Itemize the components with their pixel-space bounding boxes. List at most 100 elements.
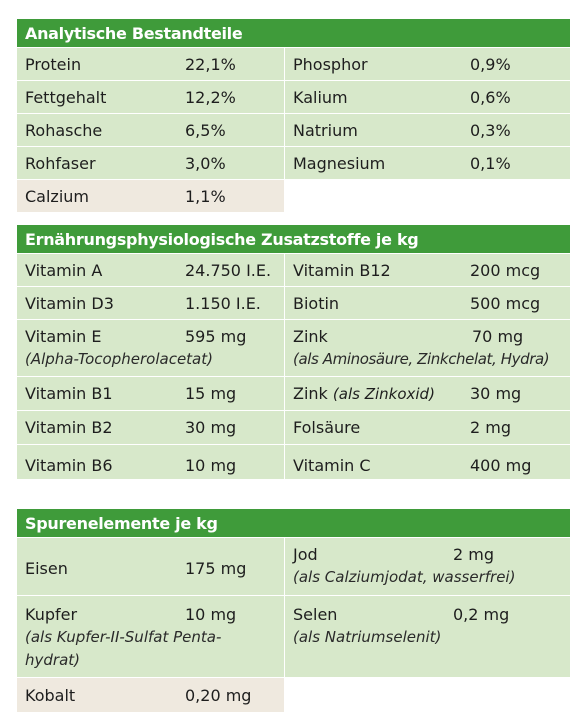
nutrient-name: Protein bbox=[25, 55, 82, 74]
nutrient-name: Phosphor bbox=[293, 55, 368, 74]
nutrient-name: Fettgehalt bbox=[25, 88, 107, 107]
nutrient-note: (Alpha-Tocopherolacetat) bbox=[25, 350, 213, 368]
table-row: Eisen 175 mg Jod 2 mg (als Calziumjodat,… bbox=[17, 537, 570, 595]
table-row: Vitamin B2 30 mg Folsäure 2 mg bbox=[17, 410, 570, 444]
section-header: Analytische Bestandteile bbox=[17, 19, 570, 47]
nutrient-name: Selen bbox=[293, 605, 338, 624]
nutrient-name: Magnesium bbox=[293, 154, 386, 173]
cell: Vitamin B1 15 mg bbox=[17, 377, 284, 410]
empty-cell bbox=[284, 678, 570, 712]
nutrient-value: 30 mg bbox=[470, 384, 522, 403]
table-row: Fettgehalt 12,2% Kalium 0,6% bbox=[17, 80, 570, 113]
nutrient-name: Vitamin B12 bbox=[293, 261, 391, 280]
cell: Biotin 500 mcg bbox=[284, 287, 570, 319]
nutrient-name: Zink (als Zinkoxid) bbox=[293, 384, 435, 403]
cell: Kalium 0,6% bbox=[284, 81, 570, 113]
nutrient-name: Rohfaser bbox=[25, 154, 96, 173]
nutrient-name: Kalium bbox=[293, 88, 348, 107]
nutrient-value: 70 mg bbox=[472, 327, 524, 346]
cell: Calzium 1,1% bbox=[17, 180, 284, 212]
nutrient-value: 2 mg bbox=[453, 545, 495, 564]
table-row: Rohasche 6,5% Natrium 0,3% bbox=[17, 113, 570, 146]
cell: Rohasche 6,5% bbox=[17, 114, 284, 146]
nutrient-value: 6,5% bbox=[185, 121, 226, 140]
table-row: Vitamin E 595 mg (Alpha-Tocopherolacetat… bbox=[17, 319, 570, 376]
nutrient-value: 30 mg bbox=[185, 418, 237, 437]
cell: Natrium 0,3% bbox=[284, 114, 570, 146]
table-row: Kobalt 0,20 mg bbox=[17, 677, 570, 712]
cell: Eisen 175 mg bbox=[17, 538, 284, 595]
nutrient-value: 0,3% bbox=[470, 121, 511, 140]
nutrient-name: Vitamin B2 bbox=[25, 418, 113, 437]
cell: Vitamin B6 10 mg bbox=[17, 445, 284, 479]
empty-cell bbox=[284, 180, 570, 212]
cell: Vitamin B2 30 mg bbox=[17, 411, 284, 444]
table-row: Vitamin B1 15 mg Zink (als Zinkoxid) 30 … bbox=[17, 376, 570, 410]
nutrient-name: Vitamin A bbox=[25, 261, 103, 280]
table-row: Kupfer 10 mg (als Kupfer-II-Sulfat Penta… bbox=[17, 595, 570, 677]
nutrient-name-text: Zink bbox=[293, 384, 328, 403]
nutrient-value: 0,1% bbox=[470, 154, 511, 173]
nutrient-name: Vitamin B1 bbox=[25, 384, 113, 403]
nutrient-value: 22,1% bbox=[185, 55, 236, 74]
nutrient-note: (als Zinkoxid) bbox=[332, 385, 435, 403]
cell: Zink 70 mg (als Aminosäure, Zinkchelat, … bbox=[284, 320, 570, 376]
nutrient-note: (als Natriumselenit) bbox=[293, 628, 442, 646]
analytische-bestandteile-table: Analytische Bestandteile Protein 22,1% P… bbox=[17, 19, 570, 212]
nutrient-name: Rohasche bbox=[25, 121, 103, 140]
section-header: Spurenelemente je kg bbox=[17, 509, 570, 537]
nutrient-value: 1.150 I.E. bbox=[185, 294, 261, 313]
nutrient-value: 1,1% bbox=[185, 187, 226, 206]
table-row: Protein 22,1% Phosphor 0,9% bbox=[17, 47, 570, 80]
table-row: Vitamin D3 1.150 I.E. Biotin 500 mcg bbox=[17, 286, 570, 319]
cell: Phosphor 0,9% bbox=[284, 48, 570, 80]
cell: Selen 0,2 mg (als Natriumselenit) bbox=[284, 596, 570, 677]
nutrient-name: Vitamin B6 bbox=[25, 456, 113, 475]
nutrient-note: (als Aminosäure, Zinkchelat, Hydra) bbox=[293, 350, 550, 368]
cell: Protein 22,1% bbox=[17, 48, 284, 80]
nutrient-value: 2 mg bbox=[470, 418, 512, 437]
cell: Vitamin A 24.750 I.E. bbox=[17, 254, 284, 286]
table-row: Calzium 1,1% bbox=[17, 179, 570, 212]
section-header: Ernährungsphysiologische Zusatzstoffe je… bbox=[17, 225, 570, 253]
cell: Vitamin C 400 mg bbox=[284, 445, 570, 479]
table-row: Rohfaser 3,0% Magnesium 0,1% bbox=[17, 146, 570, 179]
nutrient-value: 10 mg bbox=[185, 456, 237, 475]
cell: Fettgehalt 12,2% bbox=[17, 81, 284, 113]
nutrient-name: Zink bbox=[293, 327, 328, 346]
cell: Folsäure 2 mg bbox=[284, 411, 570, 444]
nutrient-value: 10 mg bbox=[185, 605, 237, 624]
nutrient-note: hydrat) bbox=[25, 651, 80, 669]
nutrient-value: 0,2 mg bbox=[453, 605, 510, 624]
cell: Zink (als Zinkoxid) 30 mg bbox=[284, 377, 570, 410]
nutrient-name: Vitamin C bbox=[293, 456, 371, 475]
nutrient-name: Eisen bbox=[25, 559, 68, 578]
nutrient-name: Natrium bbox=[293, 121, 358, 140]
nutrient-name: Kupfer bbox=[25, 605, 78, 624]
cell: Vitamin D3 1.150 I.E. bbox=[17, 287, 284, 319]
nutrient-value: 175 mg bbox=[185, 559, 247, 578]
nutrient-name: Folsäure bbox=[293, 418, 361, 437]
top-edge bbox=[0, 0, 578, 6]
zusatzstoffe-table: Ernährungsphysiologische Zusatzstoffe je… bbox=[17, 225, 570, 479]
cell: Kupfer 10 mg (als Kupfer-II-Sulfat Penta… bbox=[17, 596, 284, 677]
nutrient-name: Calzium bbox=[25, 187, 89, 206]
nutrient-name: Biotin bbox=[293, 294, 340, 313]
cell: Vitamin E 595 mg (Alpha-Tocopherolacetat… bbox=[17, 320, 284, 376]
nutrient-value: 0,20 mg bbox=[185, 686, 252, 705]
cell: Rohfaser 3,0% bbox=[17, 147, 284, 179]
cell: Vitamin B12 200 mcg bbox=[284, 254, 570, 286]
table-row: Vitamin A 24.750 I.E. Vitamin B12 200 mc… bbox=[17, 253, 570, 286]
nutrient-value: 500 mcg bbox=[470, 294, 541, 313]
nutrient-value: 0,9% bbox=[470, 55, 511, 74]
nutrient-value: 400 mg bbox=[470, 456, 532, 475]
nutrient-value: 0,6% bbox=[470, 88, 511, 107]
nutrient-value: 15 mg bbox=[185, 384, 237, 403]
cell: Magnesium 0,1% bbox=[284, 147, 570, 179]
nutrient-name: Kobalt bbox=[25, 686, 76, 705]
table-row: Vitamin B6 10 mg Vitamin C 400 mg bbox=[17, 444, 570, 479]
cell: Jod 2 mg (als Calziumjodat, wasserfrei) bbox=[284, 538, 570, 595]
nutrient-value: 3,0% bbox=[185, 154, 226, 173]
nutrient-name: Vitamin E bbox=[25, 327, 102, 346]
nutrient-value: 12,2% bbox=[185, 88, 236, 107]
